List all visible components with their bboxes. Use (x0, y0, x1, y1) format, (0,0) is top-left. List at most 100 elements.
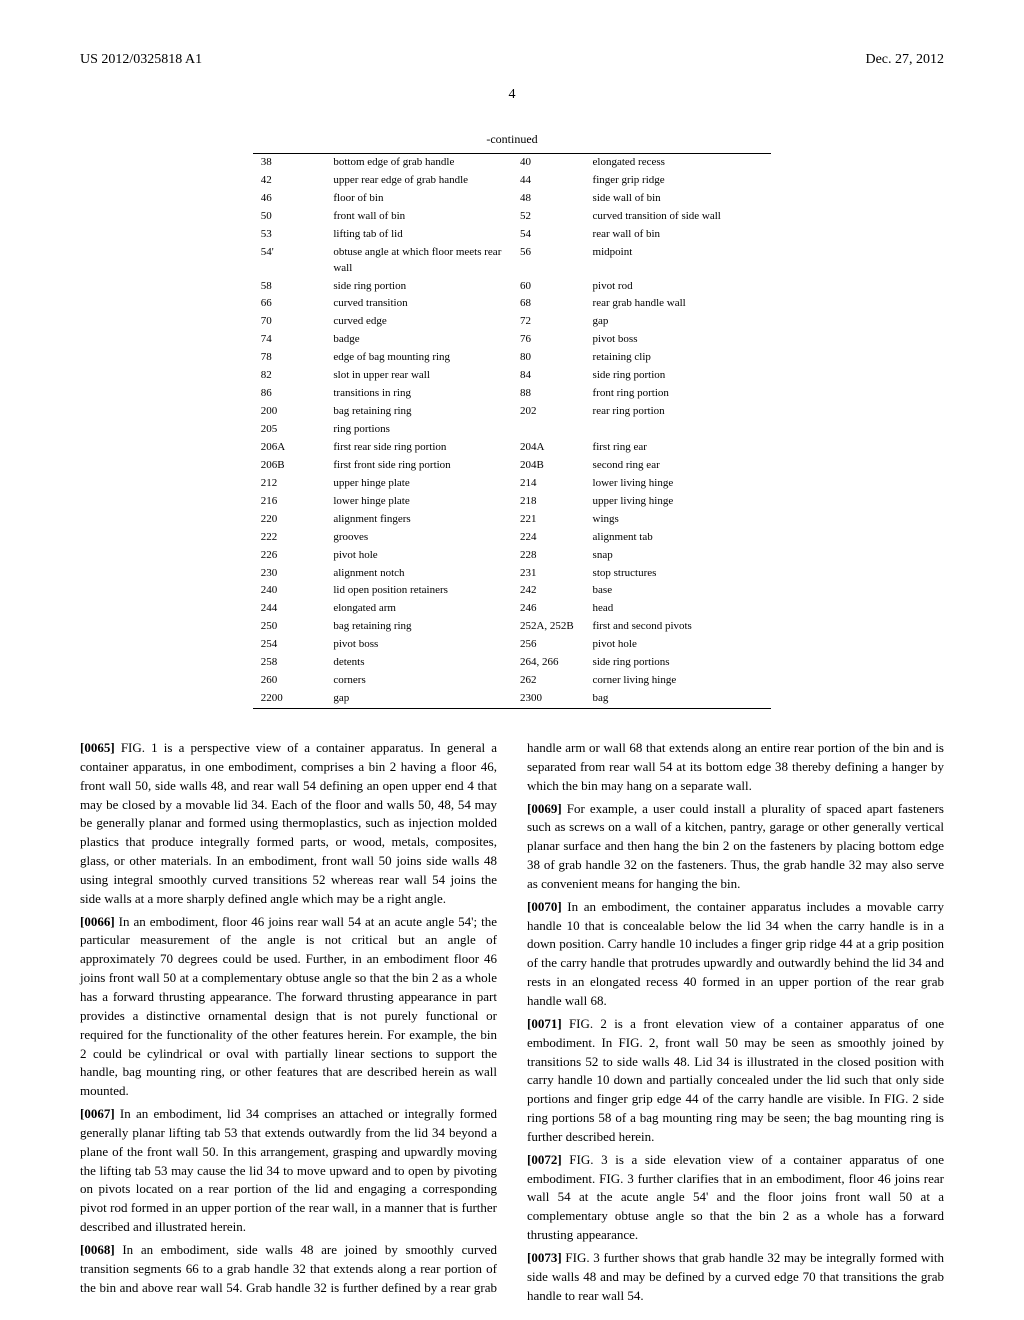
ref-description: edge of bag mounting ring (325, 349, 512, 367)
paragraph-label: [0066] (80, 914, 119, 929)
paragraph: [0072] FIG. 3 is a side elevation view o… (527, 1151, 944, 1245)
ref-number: 204A (512, 439, 585, 457)
ref-description: corner living hinge (585, 672, 772, 690)
ref-description: curved transition (325, 295, 512, 313)
ref-number: 80 (512, 349, 585, 367)
ref-number: 58 (253, 278, 326, 296)
ref-description: midpoint (585, 244, 772, 278)
ref-number: 214 (512, 475, 585, 493)
ref-number: 226 (253, 547, 326, 565)
table-row: 74badge76pivot boss (253, 331, 771, 349)
ref-description: curved edge (325, 313, 512, 331)
ref-description: bag retaining ring (325, 618, 512, 636)
ref-description: bottom edge of grab handle (325, 154, 512, 172)
ref-description: head (585, 600, 772, 618)
body-columns: [0065] FIG. 1 is a perspective view of a… (80, 739, 944, 1305)
ref-description: lid open position retainers (325, 582, 512, 600)
ref-number: 56 (512, 244, 585, 278)
paragraph-label: [0073] (527, 1250, 565, 1265)
ref-description: detents (325, 654, 512, 672)
paragraph-label: [0068] (80, 1242, 122, 1257)
ref-number: 206A (253, 439, 326, 457)
paragraph-text: FIG. 3 is a side elevation view of a con… (527, 1152, 944, 1242)
paragraph-text: In an embodiment, the container apparatu… (527, 899, 944, 1008)
ref-number: 216 (253, 493, 326, 511)
table-row: 53lifting tab of lid54rear wall of bin (253, 226, 771, 244)
ref-number: 42 (253, 172, 326, 190)
ref-number: 212 (253, 475, 326, 493)
ref-number: 82 (253, 367, 326, 385)
table-row: 226pivot hole228snap (253, 547, 771, 565)
paragraph-text: For example, a user could install a plur… (527, 801, 944, 891)
ref-number: 262 (512, 672, 585, 690)
ref-description: ring portions (325, 421, 512, 439)
ref-number: 205 (253, 421, 326, 439)
ref-description: lower hinge plate (325, 493, 512, 511)
patent-number: US 2012/0325818 A1 (80, 50, 202, 70)
ref-description: snap (585, 547, 772, 565)
ref-number: 52 (512, 208, 585, 226)
table-row: 78edge of bag mounting ring80retaining c… (253, 349, 771, 367)
ref-number: 228 (512, 547, 585, 565)
ref-number: 74 (253, 331, 326, 349)
ref-number: 76 (512, 331, 585, 349)
ref-number: 84 (512, 367, 585, 385)
ref-number: 264, 266 (512, 654, 585, 672)
paragraph: [0071] FIG. 2 is a front elevation view … (527, 1015, 944, 1147)
ref-description: side ring portion (325, 278, 512, 296)
paragraph: [0070] In an embodiment, the container a… (527, 898, 944, 1011)
paragraph-text: FIG. 2 is a front elevation view of a co… (527, 1016, 944, 1144)
ref-number: 70 (253, 313, 326, 331)
ref-description: finger grip ridge (585, 172, 772, 190)
paragraph: [0065] FIG. 1 is a perspective view of a… (80, 739, 497, 909)
ref-number: 254 (253, 636, 326, 654)
ref-description: side wall of bin (585, 190, 772, 208)
paragraph: [0069] For example, a user could install… (527, 800, 944, 894)
ref-description: elongated arm (325, 600, 512, 618)
ref-number: 54' (253, 244, 326, 278)
page-header: US 2012/0325818 A1 Dec. 27, 2012 (80, 50, 944, 70)
paragraph-label: [0065] (80, 740, 121, 755)
ref-description: bag retaining ring (325, 403, 512, 421)
ref-description: obtuse angle at which floor meets rear w… (325, 244, 512, 278)
ref-description: wings (585, 511, 772, 529)
table-row: 50front wall of bin52curved transition o… (253, 208, 771, 226)
table-row: 206Afirst rear side ring portion204Afirs… (253, 439, 771, 457)
table-row: 240lid open position retainers242base (253, 582, 771, 600)
ref-description: curved transition of side wall (585, 208, 772, 226)
ref-number: 250 (253, 618, 326, 636)
ref-description: rear ring portion (585, 403, 772, 421)
table-row: 230alignment notch231stop structures (253, 565, 771, 583)
ref-description: upper living hinge (585, 493, 772, 511)
ref-number: 44 (512, 172, 585, 190)
ref-description: alignment fingers (325, 511, 512, 529)
table-row: 58side ring portion60pivot rod (253, 278, 771, 296)
ref-number: 66 (253, 295, 326, 313)
ref-description: first front side ring portion (325, 457, 512, 475)
table-row: 82slot in upper rear wall84side ring por… (253, 367, 771, 385)
paragraph-text: In an embodiment, floor 46 joins rear wa… (80, 914, 497, 1099)
table-row: 212upper hinge plate214lower living hing… (253, 475, 771, 493)
table-row: 220alignment fingers221wings (253, 511, 771, 529)
paragraph-label: [0070] (527, 899, 567, 914)
table-row: 260corners262corner living hinge (253, 672, 771, 690)
ref-description: grooves (325, 529, 512, 547)
table-row: 254pivot boss256pivot hole (253, 636, 771, 654)
ref-description: pivot rod (585, 278, 772, 296)
ref-number: 246 (512, 600, 585, 618)
ref-number: 230 (253, 565, 326, 583)
table-row: 200bag retaining ring202rear ring portio… (253, 403, 771, 421)
ref-description: alignment notch (325, 565, 512, 583)
paragraph-label: [0069] (527, 801, 567, 816)
ref-number: 68 (512, 295, 585, 313)
ref-number: 2200 (253, 690, 326, 708)
table-row: 70curved edge72gap (253, 313, 771, 331)
ref-description (585, 421, 772, 439)
ref-number: 54 (512, 226, 585, 244)
paragraph-text: FIG. 3 further shows that grab handle 32… (527, 1250, 944, 1303)
table-row: 54'obtuse angle at which floor meets rea… (253, 244, 771, 278)
table-row: 46floor of bin48side wall of bin (253, 190, 771, 208)
ref-number: 206B (253, 457, 326, 475)
reference-table-container: 38bottom edge of grab handle40elongated … (253, 153, 771, 709)
ref-number: 46 (253, 190, 326, 208)
